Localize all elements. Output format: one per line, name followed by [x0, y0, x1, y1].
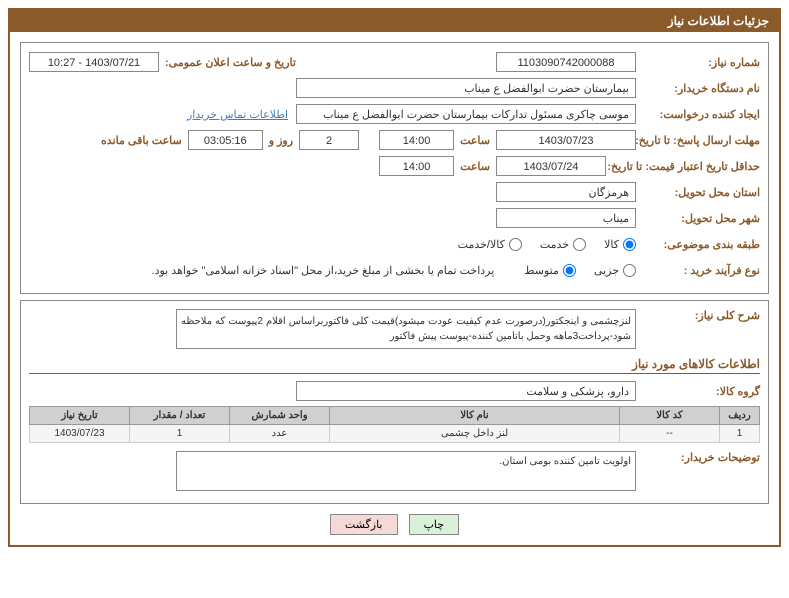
- validity-date: 1403/07/24: [496, 156, 606, 176]
- footer-buttons: چاپ بازگشت: [20, 514, 769, 535]
- need-no-label: شماره نیاز:: [640, 56, 760, 69]
- back-button[interactable]: بازگشت: [330, 514, 398, 535]
- requester-value: موسی چاکری مسئول تدارکات بیمارستان حضرت …: [296, 104, 636, 124]
- process-label: نوع فرآیند خرید :: [640, 264, 760, 277]
- contact-link[interactable]: اطلاعات تماس خریدار: [187, 108, 288, 121]
- radio-small-input[interactable]: [623, 264, 636, 277]
- announce-value: 1403/07/21 - 10:27: [29, 52, 159, 72]
- radio-service[interactable]: خدمت: [540, 238, 586, 251]
- th-code: کد کالا: [620, 407, 720, 425]
- payment-note: پرداخت تمام یا بخشی از مبلغ خرید،از محل …: [152, 264, 495, 277]
- province-value: هرمزگان: [496, 182, 636, 202]
- cell-qty: 1: [130, 425, 230, 443]
- validity-time: 14:00: [379, 156, 454, 176]
- goods-table: ردیف کد کالا نام کالا واحد شمارش تعداد /…: [29, 406, 760, 443]
- goods-section-title: اطلاعات کالاهای مورد نیاز: [29, 357, 760, 374]
- radio-service-input[interactable]: [573, 238, 586, 251]
- table-row: 1 -- لنز داخل چشمی عدد 1 1403/07/23: [30, 425, 760, 443]
- panel-title: جزئیات اطلاعات نیاز: [10, 10, 779, 32]
- goods-group-label: گروه کالا:: [640, 385, 760, 398]
- buyer-org-label: نام دستگاه خریدار:: [640, 82, 760, 95]
- radio-medium[interactable]: متوسط: [524, 264, 576, 277]
- requester-label: ایجاد کننده درخواست:: [640, 108, 760, 121]
- goods-group-value: دارو، پزشکی و سلامت: [296, 381, 636, 401]
- announce-label: تاریخ و ساعت اعلان عمومی:: [165, 56, 296, 69]
- desc-text: لنزچشمی و اینجکتور(درصورت عدم کیفیت عودت…: [176, 309, 636, 349]
- table-header-row: ردیف کد کالا نام کالا واحد شمارش تعداد /…: [30, 407, 760, 425]
- th-unit: واحد شمارش: [230, 407, 330, 425]
- cell-name: لنز داخل چشمی: [330, 425, 620, 443]
- city-label: شهر محل تحویل:: [640, 212, 760, 225]
- deadline-time: 14:00: [379, 130, 454, 150]
- description-box: شرح کلی نیاز: لنزچشمی و اینجکتور(درصورت …: [20, 300, 769, 504]
- cell-date: 1403/07/23: [30, 425, 130, 443]
- main-panel: جزئیات اطلاعات نیاز شماره نیاز: 11030907…: [8, 8, 781, 547]
- cell-unit: عدد: [230, 425, 330, 443]
- days-suffix: روز و: [269, 134, 293, 147]
- buyer-org-value: بیمارستان حضرت ابوالفضل ع میناب: [296, 78, 636, 98]
- remaining-suffix: ساعت باقی مانده: [101, 134, 182, 147]
- validity-label: حداقل تاریخ اعتبار قیمت: تا تاریخ:: [610, 160, 760, 173]
- th-row: ردیف: [720, 407, 760, 425]
- print-button[interactable]: چاپ: [409, 514, 460, 535]
- radio-goods[interactable]: کالا: [604, 238, 636, 251]
- th-name: نام کالا: [330, 407, 620, 425]
- desc-label: شرح کلی نیاز:: [640, 309, 760, 322]
- category-radio-group: کالا خدمت کالا/خدمت: [458, 238, 636, 251]
- process-radio-group: جزیی متوسط: [524, 264, 636, 277]
- cell-code: --: [620, 425, 720, 443]
- time-label-2: ساعت: [460, 160, 490, 173]
- th-qty: تعداد / مقدار: [130, 407, 230, 425]
- countdown-value: 03:05:16: [188, 130, 263, 150]
- province-label: استان محل تحویل:: [640, 186, 760, 199]
- buyer-note-label: توضیحات خریدار:: [640, 451, 760, 464]
- buyer-note-text: اولویت تامین کننده بومی استان.: [176, 451, 636, 491]
- time-label-1: ساعت: [460, 134, 490, 147]
- radio-medium-input[interactable]: [563, 264, 576, 277]
- city-value: میناب: [496, 208, 636, 228]
- category-label: طبقه بندی موضوعی:: [640, 238, 760, 251]
- radio-goods-input[interactable]: [623, 238, 636, 251]
- radio-small[interactable]: جزیی: [594, 264, 636, 277]
- deadline-label: مهلت ارسال پاسخ: تا تاریخ:: [640, 134, 760, 147]
- days-value: 2: [299, 130, 359, 150]
- radio-both-input[interactable]: [509, 238, 522, 251]
- th-date: تاریخ نیاز: [30, 407, 130, 425]
- cell-row: 1: [720, 425, 760, 443]
- need-no-value: 1103090742000088: [496, 52, 636, 72]
- radio-both[interactable]: کالا/خدمت: [458, 238, 522, 251]
- deadline-date: 1403/07/23: [496, 130, 636, 150]
- details-box: شماره نیاز: 1103090742000088 تاریخ و ساع…: [20, 42, 769, 294]
